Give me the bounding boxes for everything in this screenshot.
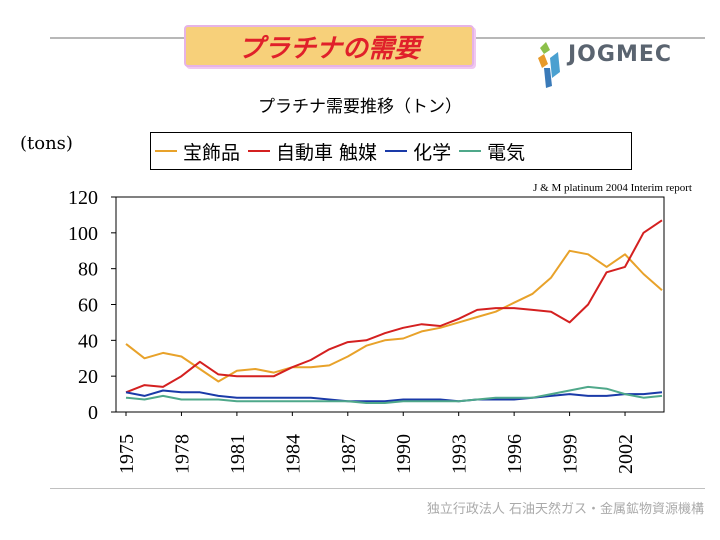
- series-line-electrical: [125, 385, 663, 404]
- bottom-divider: [50, 488, 705, 489]
- y-tick-label: 80: [78, 259, 98, 281]
- legend-item-jewelry: 宝飾品: [155, 138, 240, 165]
- y-tick-label: 0: [88, 402, 98, 424]
- legend-label-chemical: 化学: [413, 141, 452, 164]
- slide-title-box: プラチナの需要: [184, 25, 474, 67]
- x-tick-label: 1993: [449, 434, 471, 474]
- x-tick-label: 1990: [393, 434, 415, 474]
- legend-label-electrical: 電気: [487, 141, 526, 164]
- legend-swatch-electrical: [459, 150, 482, 152]
- legend-swatch-autocatalyst: [248, 150, 271, 152]
- x-tick-label: 1987: [338, 434, 360, 474]
- series-line-jewelry: [125, 249, 663, 383]
- y-tick-label: 40: [78, 330, 98, 352]
- x-tick-label: 2002: [615, 434, 637, 474]
- legend-label-jewelry: 宝飾品: [183, 141, 241, 164]
- chart-legend: 宝飾品 自動車 触媒 化学 電気: [150, 132, 632, 170]
- plot-area-frame: [115, 196, 665, 413]
- x-tick-label: 1984: [282, 434, 304, 474]
- footer-organization: 独立行政法人 石油天然ガス・金属鉱物資源機構: [426, 502, 704, 517]
- slide-title: プラチナの需要: [237, 33, 420, 64]
- legend-item-chemical: 化学: [385, 138, 451, 165]
- series-line-chemical: [125, 389, 663, 403]
- y-tick-label: 100: [68, 223, 98, 245]
- legend-swatch-jewelry: [155, 150, 177, 152]
- jogmec-logo-icon: [538, 42, 560, 88]
- y-tick-label: 20: [78, 366, 98, 388]
- legend-label-autocatalyst: 自動車 触媒: [276, 141, 378, 164]
- series-line-autocatalyst: [125, 219, 663, 394]
- legend-swatch-chemical: [385, 150, 408, 152]
- x-tick-label: 1981: [227, 434, 249, 474]
- x-tick-label: 1978: [171, 434, 193, 474]
- logo-text: JOGMEC: [568, 42, 673, 67]
- data-source: J & M platinum 2004 Interim report: [533, 182, 692, 194]
- x-tick-label: 1975: [116, 434, 138, 474]
- y-tick-label: 60: [78, 295, 98, 317]
- x-tick-label: 1996: [504, 434, 526, 474]
- legend-item-autocatalyst: 自動車 触媒: [248, 138, 377, 165]
- legend-item-electrical: 電気: [459, 138, 525, 165]
- y-tick-label: 120: [68, 187, 98, 209]
- chart-subtitle: プラチナ需要推移（トン）: [258, 97, 462, 117]
- y-axis-units: (tons): [20, 133, 73, 154]
- x-tick-label: 1999: [560, 434, 582, 474]
